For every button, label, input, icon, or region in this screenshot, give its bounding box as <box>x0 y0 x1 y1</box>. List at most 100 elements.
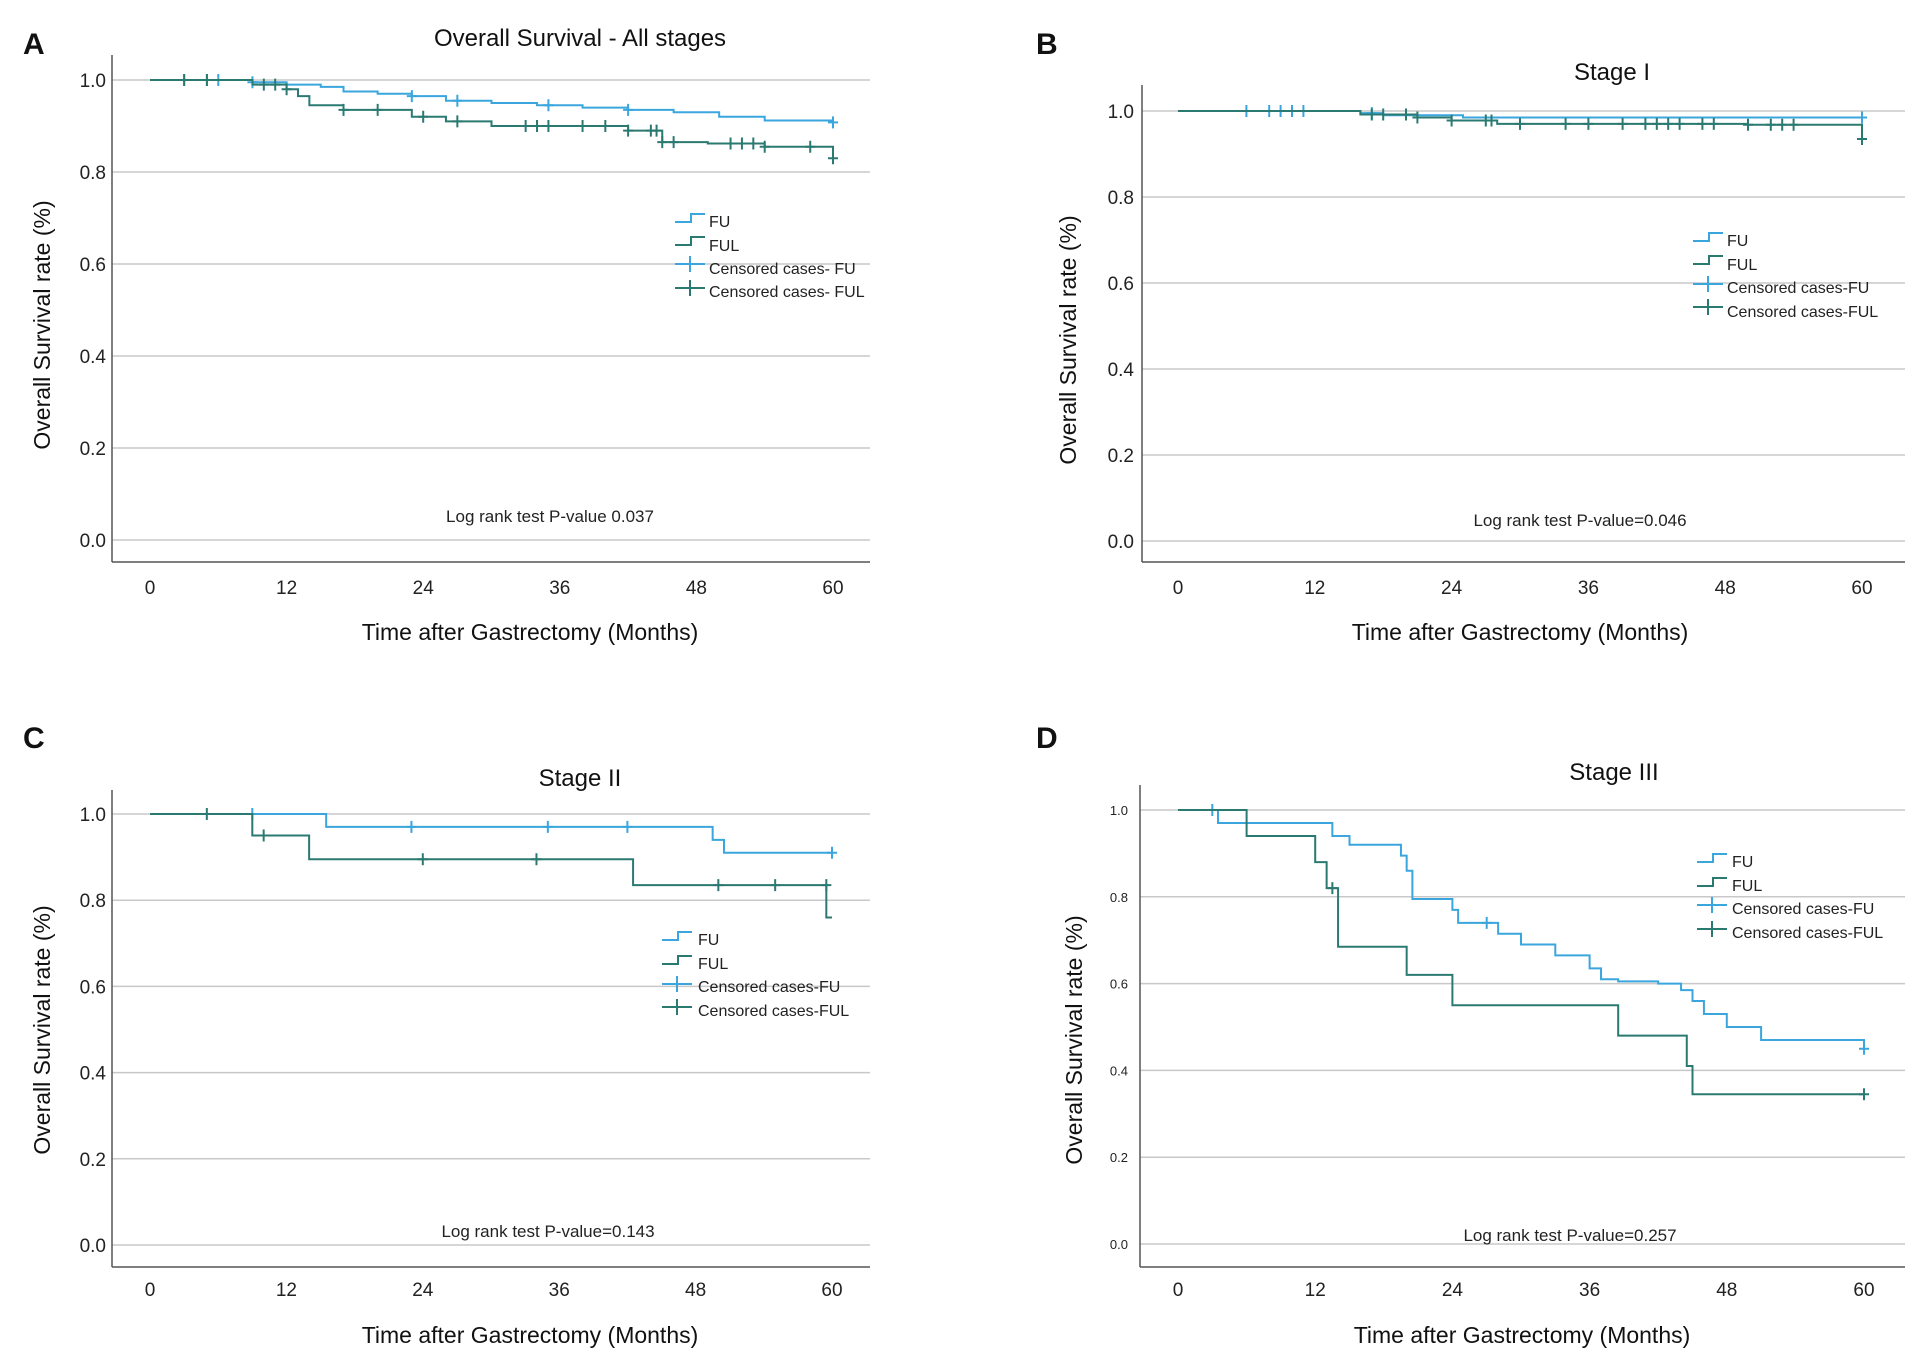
censored-mark-ful <box>725 137 736 150</box>
legend-entry-ful: FUL <box>709 238 739 255</box>
legend-entry-censored-ful: Censored cases-FUL <box>1732 925 1883 942</box>
censored-mark-ful <box>531 853 542 866</box>
censored-mark-ful <box>201 808 212 820</box>
x-tick-label: 36 <box>1578 578 1599 599</box>
x-axis-title: Time after Gastrectomy (Months) <box>1354 1322 1691 1348</box>
legend-censored-ful-icon <box>675 280 705 296</box>
y-tick-label: 0.2 <box>1108 446 1134 467</box>
survival-curve-ful <box>150 813 832 919</box>
panel-b: B Stage I 0.0 0.2 0.4 0.6 0.8 1.0 0 12 24 36 48 60… <box>1036 28 1905 645</box>
x-tick-label: 48 <box>685 1280 706 1301</box>
censored-mark-ful <box>372 103 383 116</box>
x-tick-label: 12 <box>276 1280 297 1301</box>
censored-mark-ful <box>1857 132 1867 145</box>
censored-mark-ful <box>258 829 269 842</box>
legend-line-ful-icon <box>1697 877 1727 887</box>
panel-letter: A <box>23 28 45 61</box>
censored-mark-ful <box>828 152 838 165</box>
x-tick-label: 0 <box>1173 1280 1184 1301</box>
censored-mark-ful <box>1583 117 1594 130</box>
survival-curves <box>150 74 838 165</box>
chart-title: Stage II <box>539 765 622 792</box>
legend: FU FUL Censored cases-FU Censored cases-… <box>662 931 849 1020</box>
legend-entry-censored-ful: Censored cases- FUL <box>709 284 865 301</box>
legend-censored-ful-icon <box>1693 299 1723 315</box>
legend-censored-fu-icon <box>1697 897 1727 913</box>
censored-mark-ful <box>1327 882 1338 895</box>
axes <box>111 55 870 563</box>
panel-a: A Overall Survival - All stages 0.00.20.… <box>23 25 870 645</box>
survival-curve-fu <box>150 813 832 854</box>
x-tick-labels: 0 12 24 36 48 60 <box>145 1280 843 1301</box>
censored-mark-ful <box>520 120 531 132</box>
censored-mark-ful <box>759 140 770 153</box>
log-rank-annotation: Log rank test P-value=0.257 <box>1463 1226 1676 1245</box>
x-tick-label: 60 <box>821 1280 842 1301</box>
y-tick-label: 0.4 <box>1108 360 1135 381</box>
y-tick-label: 0.0 <box>1108 532 1134 553</box>
legend-entry-ful: FUL <box>1732 878 1762 895</box>
y-tick-label: 0.2 <box>80 439 106 460</box>
censored-mark-ful <box>748 137 759 150</box>
censored-mark-ful <box>651 124 662 137</box>
censored-mark-fu <box>622 820 633 833</box>
censored-mark-fu <box>828 116 838 129</box>
x-tick-label: 0 <box>145 1280 156 1301</box>
censored-mark-fu <box>623 103 634 116</box>
censored-mark-ful <box>418 110 429 123</box>
legend-entry-ful: FUL <box>698 956 728 973</box>
censored-mark-ful <box>1378 108 1389 121</box>
y-axis-title: Overall Survival rate (%) <box>1055 215 1081 464</box>
axes <box>1141 85 1905 563</box>
legend-entry-censored-ful: Censored cases-FUL <box>698 1003 849 1020</box>
censored-mark-ful <box>338 103 349 116</box>
axes <box>1139 785 1905 1268</box>
y-tick-label: 0.2 <box>80 1150 106 1171</box>
censored-mark-ful <box>623 124 634 137</box>
panel-letter: B <box>1036 28 1058 61</box>
censored-mark-ful <box>1486 114 1497 127</box>
y-tick-label: 0.0 <box>80 531 106 552</box>
legend-censored-fu-icon <box>1693 276 1723 292</box>
y-tick-label: 1.0 <box>80 805 106 826</box>
censored-mark-ful <box>657 136 668 149</box>
x-tick-label: 36 <box>1579 1280 1600 1301</box>
x-tick-label: 24 <box>412 1280 434 1301</box>
y-tick-label: 0.4 <box>80 347 107 368</box>
x-tick-label: 60 <box>1851 578 1872 599</box>
y-tick-label: 0.4 <box>1110 1063 1128 1078</box>
censored-mark-fu <box>543 99 554 112</box>
y-tick-label: 0.6 <box>80 255 106 276</box>
censored-mark-fu <box>1859 1042 1869 1055</box>
legend-censored-fu-icon <box>662 976 692 992</box>
y-tick-label: 0.0 <box>80 1236 106 1257</box>
censored-mark-ful <box>713 879 724 892</box>
legend-entry-censored-ful: Censored cases-FUL <box>1727 304 1878 321</box>
legend-line-ful-icon <box>1693 255 1723 265</box>
censored-mark-ful <box>179 74 190 86</box>
legend: FU FUL Censored cases-FU Censored cases-… <box>1697 853 1883 942</box>
censored-mark-ful <box>417 853 428 866</box>
censored-mark-ful <box>1708 117 1719 130</box>
censored-mark-ful <box>1651 117 1662 130</box>
y-tick-label: 0.8 <box>1110 890 1128 905</box>
grid-lines <box>1142 110 1905 542</box>
censored-mark-ful <box>600 120 611 132</box>
x-axis-title: Time after Gastrectomy (Months) <box>362 619 699 645</box>
y-tick-labels: 0.0 0.2 0.4 0.6 0.8 1.0 <box>1108 102 1135 553</box>
censored-mark-ful <box>532 120 543 132</box>
legend-censored-fu-icon <box>675 256 705 272</box>
censored-mark-ful <box>1412 111 1423 124</box>
x-tick-label: 24 <box>1442 1280 1464 1301</box>
censored-mark-ful <box>821 879 832 892</box>
x-tick-labels: 0 12 24 36 48 60 <box>145 578 844 599</box>
y-tick-label: 1.0 <box>1108 102 1134 123</box>
censored-mark-ful <box>1663 117 1674 130</box>
censored-mark-ful <box>668 136 679 149</box>
censored-mark-ful <box>201 74 212 86</box>
legend-entry-fu: FU <box>1732 854 1753 871</box>
censored-mark-ful <box>1515 117 1525 130</box>
y-axis-title: Overall Survival rate (%) <box>29 200 55 449</box>
legend-entry-fu: FU <box>698 932 719 949</box>
censored-mark-ful <box>1640 117 1651 130</box>
